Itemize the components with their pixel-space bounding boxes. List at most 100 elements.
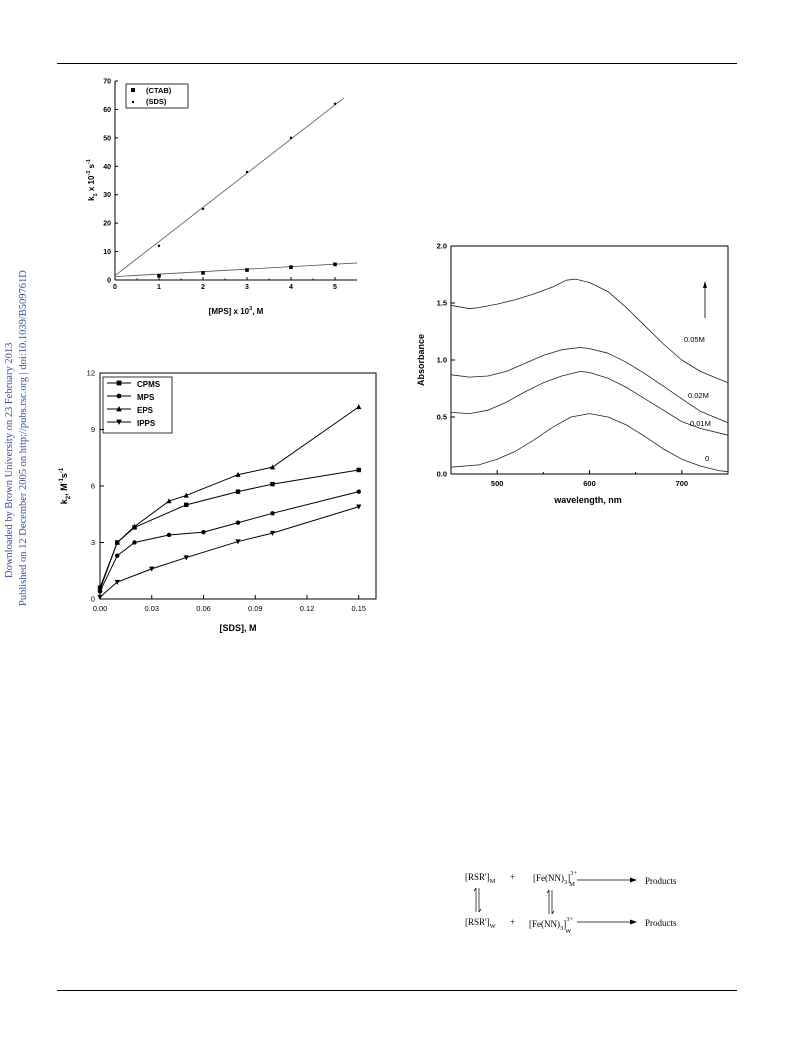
chart1-x-tick-label: 1 <box>157 284 161 291</box>
legend-mps-label: MPS <box>137 393 155 402</box>
chart1-y-tick-label: 70 <box>103 79 111 86</box>
chart2-x-tick-label: 0.15 <box>351 604 366 613</box>
chart3-series-label: 0.01M <box>690 419 711 428</box>
chart2-line-ipps <box>99 506 359 598</box>
chart3-x-tick-label: 500 <box>491 479 504 488</box>
chart2-point-eps <box>235 471 241 477</box>
chart2-point-cpms <box>184 502 189 508</box>
chart3-spectrum-0 <box>450 413 729 473</box>
chart2-point-ipps <box>149 566 155 572</box>
chart2-x-tick-label: 0.03 <box>144 604 159 613</box>
chart1-y-tick-label: 40 <box>103 164 111 171</box>
chart3-spectrum-2 <box>450 347 729 424</box>
chart2-ylabel: k2, M-1s-1 <box>59 467 72 504</box>
chart2-point-cpms <box>270 481 275 487</box>
chart1-x-tick-label: 4 <box>289 284 293 291</box>
chart2-line-cpms <box>99 469 359 588</box>
chart2-point-ipps <box>356 504 362 510</box>
chart3-series-label: 0.05M <box>684 335 705 344</box>
chart2-point-mps <box>270 511 275 516</box>
chart3-x-tick-label: 600 <box>583 479 596 488</box>
chart3-plot-frame <box>450 245 729 475</box>
chart2-point-mps <box>132 540 137 545</box>
chart2-point-cpms <box>132 525 137 530</box>
chart1-y-tick-label: 60 <box>103 107 111 114</box>
chart1-y-tick-label: 10 <box>103 249 111 256</box>
top-rule <box>57 63 737 64</box>
chart1-point-sds <box>245 170 249 174</box>
chart3-spectrum-1 <box>450 371 729 436</box>
chart1-y-tick-label: 50 <box>103 135 111 142</box>
legend-cpms-label: CPMS <box>137 380 161 389</box>
sidebar-download-line: Downloaded by Brown University on 23 Feb… <box>4 342 15 578</box>
chart2-point-mps <box>235 520 241 525</box>
chart3-y-tick-label: 0.0 <box>437 470 447 479</box>
chart2-point-eps <box>269 464 276 470</box>
up-arrow-icon <box>703 281 707 318</box>
chart2-point-eps <box>356 404 362 410</box>
legend-sds-label: (SDS) <box>146 97 167 106</box>
scheme-arrows <box>473 877 637 925</box>
chart3-y-tick-label: 1.5 <box>437 299 447 308</box>
chart2-y-tick-label: 9 <box>91 425 95 434</box>
scheme-plus-2: + <box>510 917 516 927</box>
chart2-x-tick-label: 0.09 <box>248 604 263 613</box>
chart2-point-ipps <box>269 530 276 536</box>
sidebar-doi-line[interactable]: Published on 12 December 2005 on http://… <box>18 270 29 606</box>
chart2-point-mps <box>115 553 120 558</box>
chart2-y-tick-label: 3 <box>91 538 95 547</box>
chart3-spectrum-3 <box>450 278 729 384</box>
chart1-point-ctab <box>157 273 161 278</box>
chart1-x-tick-label: 3 <box>245 284 249 291</box>
chart1-point-ctab <box>333 262 337 267</box>
chart1-y-tick-label: 30 <box>103 192 111 199</box>
legend-ctab-label: (CTAB) <box>146 86 172 95</box>
scheme-products-2: Products <box>645 918 677 928</box>
chart1-fit-line-ctab <box>114 262 358 277</box>
chart2-x-tick-label: 0.12 <box>300 604 315 613</box>
chart2-point-mps <box>166 532 172 538</box>
chart1-x-tick-label: 0 <box>113 284 117 291</box>
chart1-point-ctab <box>201 271 205 275</box>
chart2-legend: CPMS MPS EPS IPPS <box>102 376 173 434</box>
chart2-point-mps <box>356 489 361 494</box>
chart3-series-label: 0.02M <box>688 391 709 400</box>
chart1-y-tick-label: 0 <box>107 278 111 285</box>
chart2-line-eps <box>99 406 360 590</box>
chart2-x-tick-label: 0.06 <box>196 604 211 613</box>
chart3-y-tick-label: 1.0 <box>437 356 447 365</box>
chart3-x-tick-label: 700 <box>676 479 689 488</box>
chart2-y-tick-label: 0 <box>91 595 95 604</box>
chart3-y-tick-label: 2.0 <box>437 242 447 251</box>
legend-ipps-marker <box>116 419 122 425</box>
bottom-rule <box>57 990 737 991</box>
scheme-rsr-water: [RSR']W <box>465 917 496 930</box>
chart2-point-cpms <box>97 585 103 590</box>
chart2-y-tick-label: 6 <box>91 482 95 491</box>
chart1-legend: (CTAB) (SDS) <box>125 83 189 109</box>
chart2-point-eps <box>183 492 189 498</box>
chart1-point-sds <box>201 207 205 211</box>
chart2-point-ipps <box>114 579 120 585</box>
chart2-point-cpms <box>235 489 241 494</box>
scheme-products-1: Products <box>645 876 677 886</box>
chart2-point-cpms <box>356 467 361 473</box>
chart2-point-ipps <box>235 539 241 545</box>
legend-eps-label: EPS <box>137 406 154 415</box>
chart1-point-ctab <box>245 268 249 272</box>
scheme-plus-1: + <box>510 872 516 882</box>
chart1-fit-line-sds <box>114 97 345 277</box>
legend-sds-marker <box>131 100 135 104</box>
chart1-x-tick-label: 5 <box>333 284 337 291</box>
chart2-point-mps <box>97 589 103 594</box>
chart2-point-cpms <box>115 540 120 545</box>
chart1-x-tick-label: 2 <box>201 284 205 291</box>
chart2-x-tick-label: 0.00 <box>93 604 108 613</box>
chart1-y-tick-label: 20 <box>103 221 111 228</box>
scheme-fe-water: [Fe(NN)3]3+W <box>529 916 574 935</box>
reaction-scheme: [RSR']M + [Fe(NN)3]3+M Products [RSR']W … <box>455 860 715 940</box>
chart1-point-sds <box>157 244 161 248</box>
chart2-point-mps <box>201 529 206 535</box>
scheme-rsr-micellar: [RSR']M <box>465 872 496 885</box>
chart1-xlabel: [MPS] x 103, M <box>209 306 264 316</box>
